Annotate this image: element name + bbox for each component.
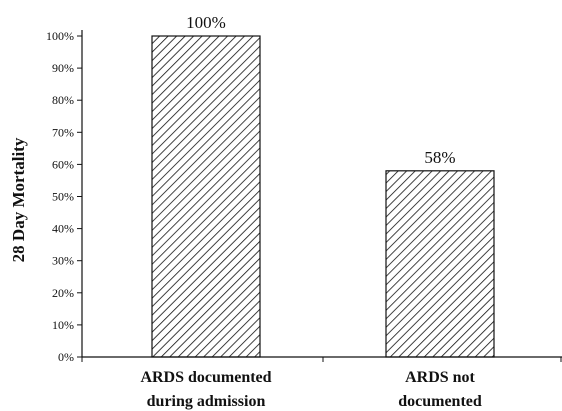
bar-value-label: 100% — [186, 13, 226, 32]
y-tick-label: 80% — [52, 93, 74, 107]
y-tick-label: 90% — [52, 61, 74, 75]
y-tick-label: 20% — [52, 286, 74, 300]
bar — [385, 170, 495, 358]
y-tick-label: 60% — [52, 157, 74, 171]
y-tick-label: 40% — [52, 222, 74, 236]
y-tick-label: 0% — [58, 350, 74, 364]
y-tick-label: 100% — [46, 29, 74, 43]
bars: 100% 58% — [151, 13, 495, 358]
y-axis: 0% 10% 20% 30% 40% 50% 60% 70% 80% 90% 100% — [46, 29, 83, 364]
y-tick-label: 70% — [52, 125, 74, 139]
y-axis-title: 28 Day Mortality — [9, 137, 28, 262]
x-category-label: ARDS not documented — [398, 369, 482, 410]
bar — [151, 35, 261, 358]
y-tick-label: 10% — [52, 318, 74, 332]
x-category-label: ARDS documented during admission — [140, 369, 271, 410]
x-axis: ARDS documented during admission ARDS not d… — [81, 356, 562, 410]
y-tick-label: 50% — [52, 190, 74, 204]
y-tick-label: 30% — [52, 254, 74, 268]
bar-value-label: 58% — [424, 148, 455, 167]
